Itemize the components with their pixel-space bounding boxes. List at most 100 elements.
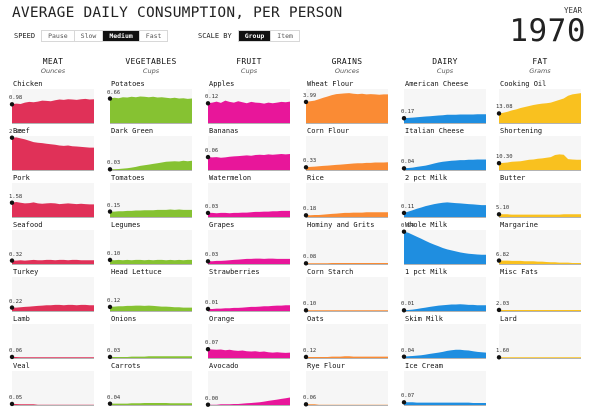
sparkline-area: [9, 135, 94, 171]
plot-background: [499, 277, 581, 311]
sparkline-area: [303, 89, 388, 124]
sparkline-area: [107, 89, 192, 124]
plot-background: [208, 371, 290, 405]
start-point-marker: [107, 96, 113, 101]
chart-cell-butter: Butter 5.10: [496, 174, 581, 220]
start-value-label: 0.33: [303, 158, 317, 165]
series-area: [110, 209, 192, 217]
plot-background: [110, 277, 192, 311]
start-point-marker: [303, 354, 309, 360]
start-value-label: 0.17: [401, 109, 415, 116]
plot-background: [306, 324, 388, 358]
chart-cell-lard: Lard 1.60: [496, 315, 581, 361]
start-value-label: 0.06: [205, 148, 219, 155]
start-value-label: 0.12: [303, 347, 317, 354]
plot-background: [12, 230, 94, 264]
start-value-label: 0.04: [107, 394, 121, 401]
item-label: Lamb: [13, 315, 30, 323]
chart-cell-carrots: Carrots 0.04: [107, 362, 192, 408]
plot-background: [306, 277, 388, 311]
column-header-fruit: FRUIT Cups: [204, 57, 294, 75]
start-point-marker: [496, 111, 502, 116]
chart-cell-italian-cheese: Italian Cheese 0.04: [401, 127, 486, 173]
item-label: Corn Flour: [307, 127, 350, 135]
sparkline-area: [205, 136, 290, 171]
start-value-label: 6.82: [496, 251, 510, 258]
item-label: Misc Fats: [500, 268, 538, 276]
start-value-label: 0.22: [9, 298, 23, 305]
series-area: [499, 357, 581, 358]
speed-slow-button[interactable]: Slow: [73, 30, 103, 41]
start-point-marker: [9, 354, 15, 360]
sparkline-area: [303, 371, 388, 407]
start-value-label: 0.01: [401, 301, 415, 308]
start-value-label: 0.03: [205, 203, 219, 210]
chart-cell-turkey: Turkey 0.22: [9, 268, 94, 314]
start-point-marker: [205, 101, 211, 106]
series-area: [208, 100, 290, 123]
chart-cell-bananas: Bananas 0.06: [205, 127, 290, 173]
column-header-vegetables: VEGETABLES Cups: [106, 57, 196, 75]
item-label: Veal: [13, 362, 30, 370]
chart-cell-tomatoes: Tomatoes 0.15: [107, 174, 192, 220]
sparkline-area: [9, 183, 94, 218]
start-value-label: 0.10: [107, 250, 121, 257]
sparkline-area: [303, 136, 388, 171]
item-label: American Cheese: [405, 80, 469, 88]
scale-group-button[interactable]: Group: [238, 30, 271, 41]
speed-medium-button[interactable]: Medium: [102, 30, 139, 41]
item-label: Butter: [500, 174, 526, 182]
start-point-marker: [107, 209, 113, 214]
item-label: Legumes: [111, 221, 141, 229]
series-area: [404, 349, 486, 358]
start-point-marker: [496, 161, 502, 166]
start-value-label: 0.98: [9, 95, 23, 102]
group-unit: Ounces: [40, 67, 66, 75]
series-area: [499, 310, 581, 311]
start-point-marker: [401, 308, 407, 313]
chart-cell-veal: Veal 0.05: [9, 362, 94, 408]
chart-cell-misc-fats: Misc Fats 2.03: [496, 268, 581, 314]
start-value-label: 0.00: [205, 395, 219, 402]
series-area: [208, 258, 290, 264]
plot-background: [499, 324, 581, 358]
sparkline-area: [401, 136, 486, 171]
chart-cell-whole-milk: Whole Milk 0.94: [401, 221, 486, 267]
item-label: Oats: [307, 315, 324, 323]
start-value-label: 1.58: [9, 193, 23, 200]
plot-background: [110, 230, 192, 264]
item-label: Rye Flour: [307, 362, 345, 370]
sparkline-area: [205, 183, 290, 218]
series-area: [208, 397, 290, 405]
sparkline-area: [107, 230, 192, 265]
sparkline-area: [496, 89, 581, 124]
plot-background: [12, 371, 94, 405]
speed-label: SPEED: [14, 31, 36, 40]
sparkline-area: [401, 277, 486, 313]
sparkline-area: [401, 229, 486, 265]
sparkline-area: [9, 371, 94, 407]
sparkline-area: [107, 277, 192, 312]
start-point-marker: [205, 259, 211, 264]
item-label: Apples: [209, 80, 235, 88]
start-point-marker: [205, 154, 211, 160]
scale-item-button[interactable]: Item: [270, 30, 299, 41]
item-label: Grapes: [209, 221, 235, 229]
start-value-label: 0.03: [107, 160, 121, 167]
plot-background: [110, 324, 192, 358]
item-label: Corn Starch: [307, 268, 354, 276]
chart-cell-american-cheese: American Cheese 0.17: [401, 80, 486, 126]
item-label: Strawberries: [209, 268, 260, 276]
chart-cell-dark-green: Dark Green 0.03: [107, 127, 192, 173]
chart-cell-corn-starch: Corn Starch 0.10: [303, 268, 388, 314]
sparkline-area: [205, 89, 290, 124]
speed-pause-button[interactable]: Pause: [48, 31, 68, 40]
scale-options: Group Item: [237, 29, 300, 42]
start-point-marker: [303, 402, 309, 407]
sparkline-area: [107, 324, 192, 360]
chart-title: AVERAGE DAILY CONSUMPTION, PER PERSON: [12, 5, 343, 21]
start-point-marker: [9, 102, 15, 107]
start-value-label: 5.10: [496, 205, 510, 212]
speed-fast-button[interactable]: Fast: [138, 30, 168, 41]
series-area: [499, 93, 581, 123]
